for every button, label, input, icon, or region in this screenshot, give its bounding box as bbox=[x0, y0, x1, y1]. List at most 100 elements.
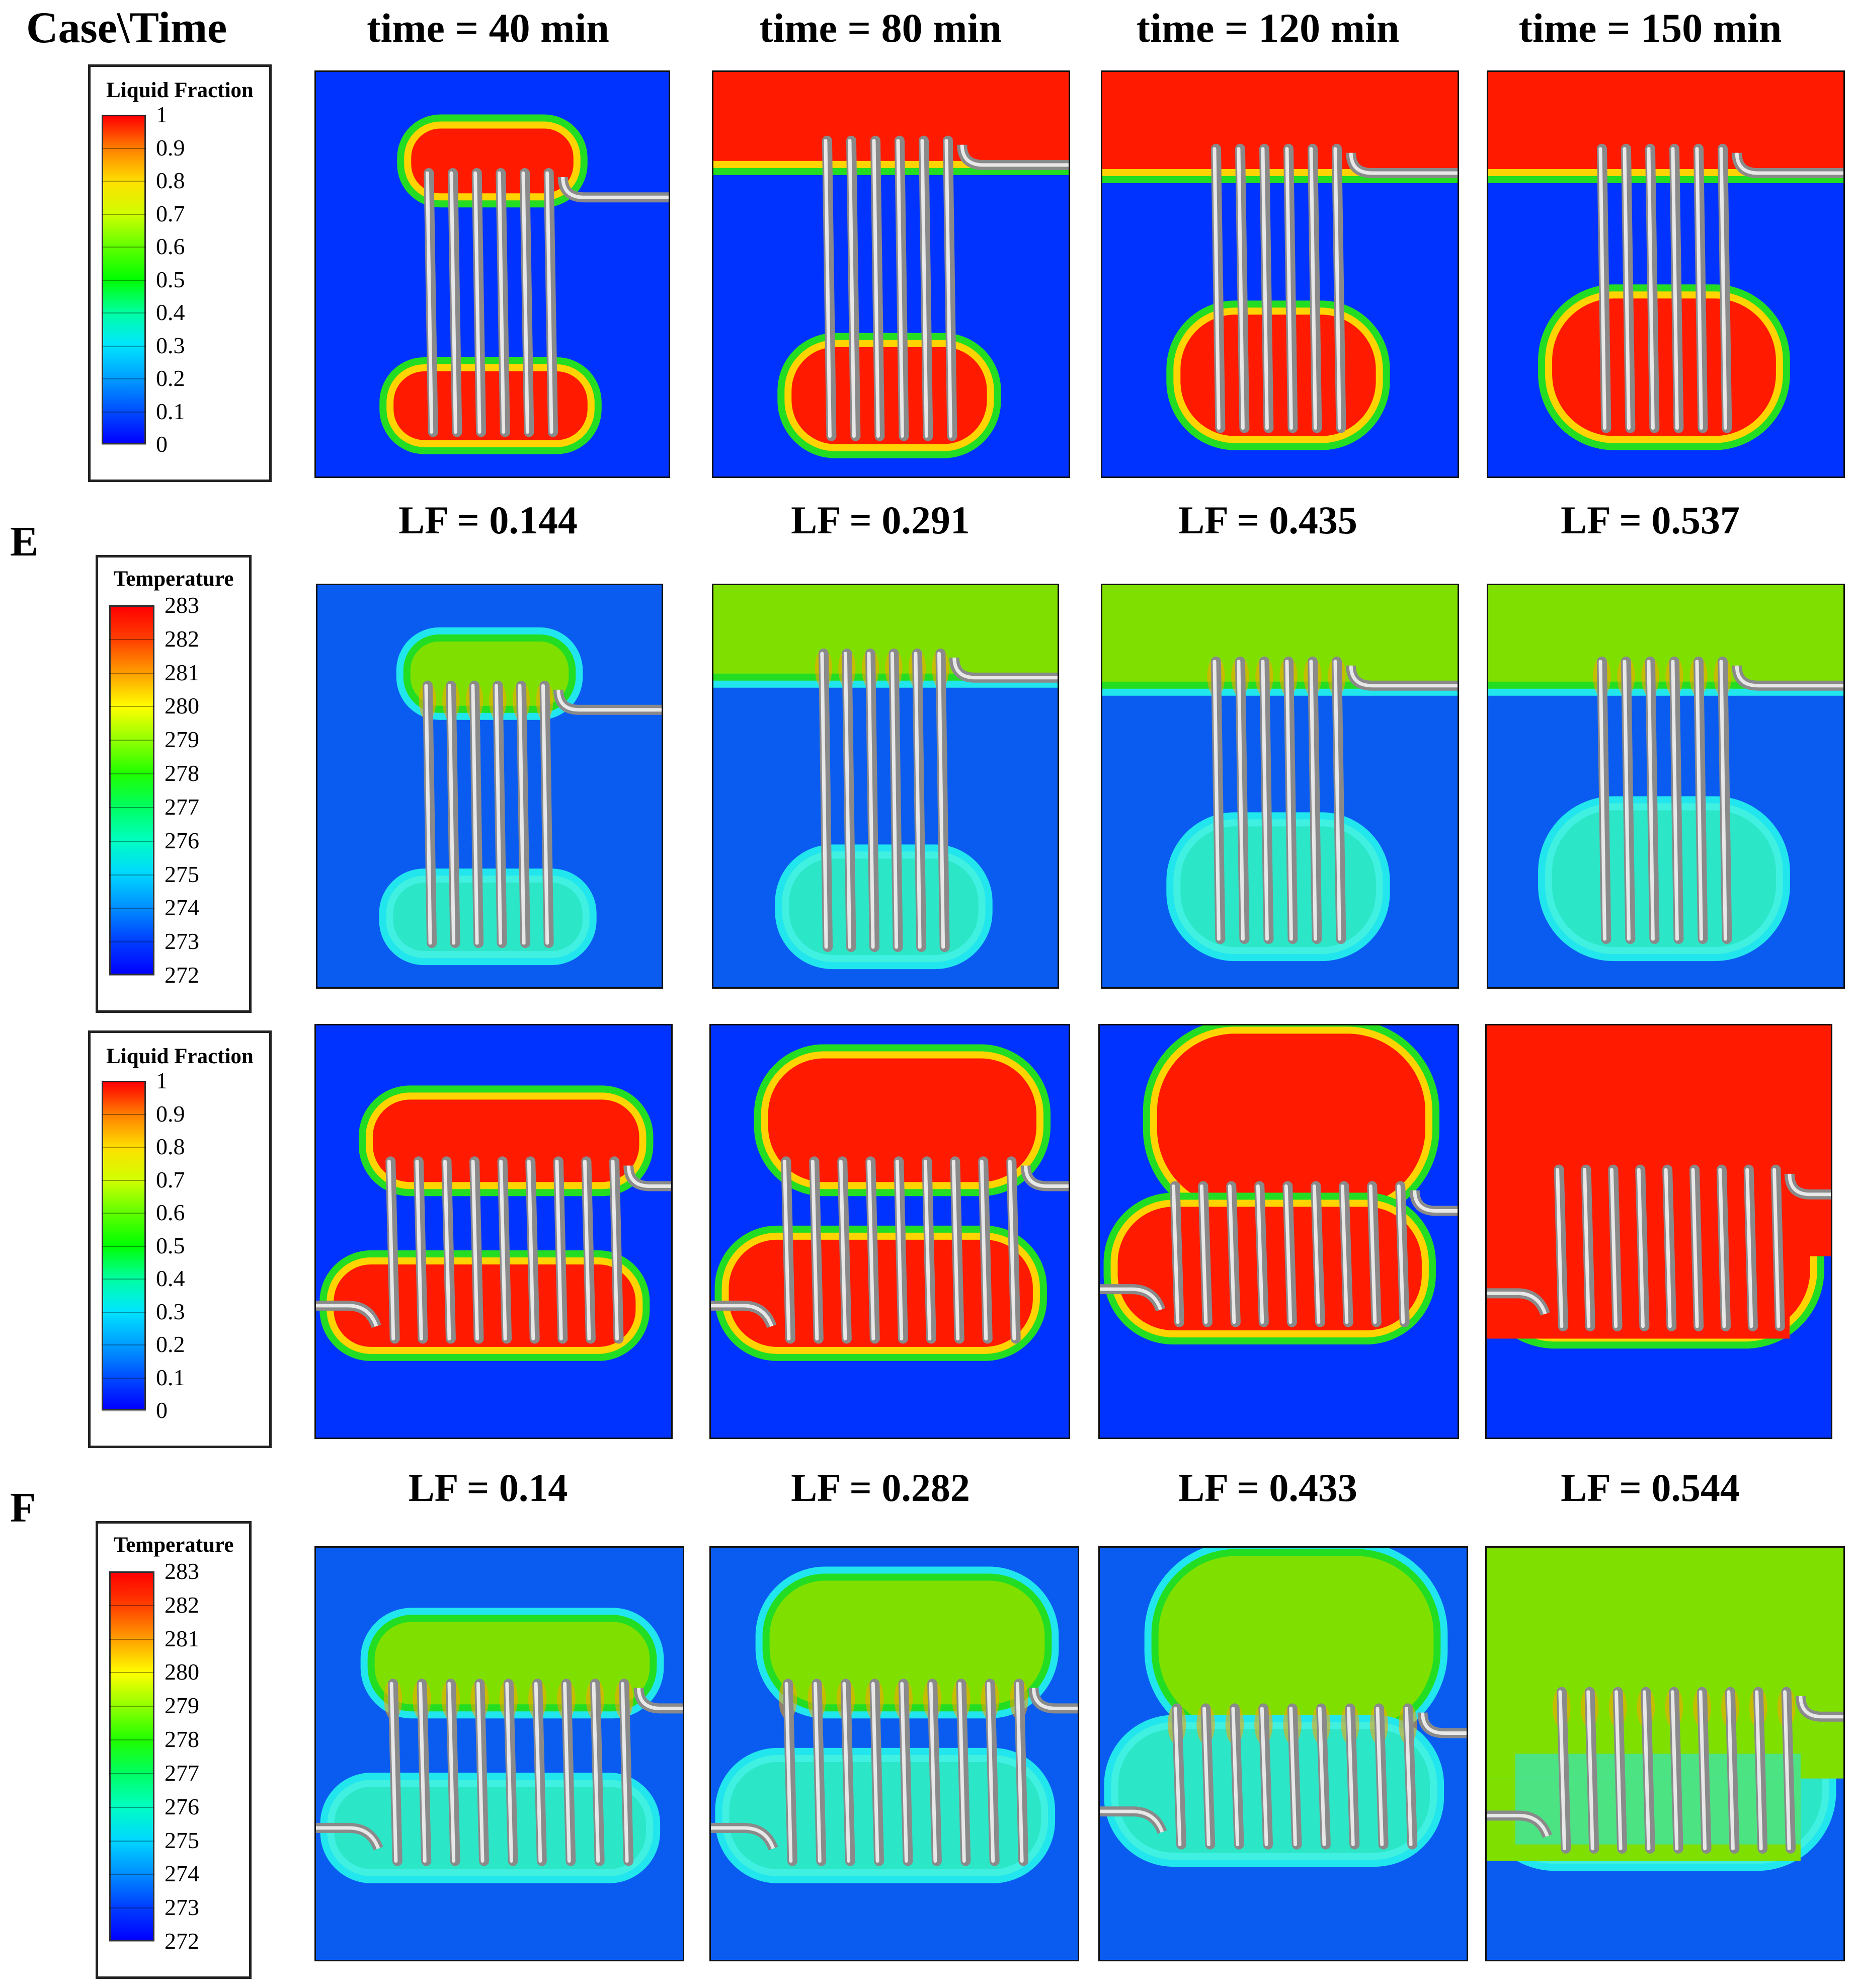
legend-tick bbox=[102, 345, 146, 347]
outlet-pipe-highlight bbox=[1349, 665, 1458, 688]
tube-highlight bbox=[1647, 147, 1655, 430]
legend-colorbar bbox=[109, 1571, 154, 1941]
tube-highlight bbox=[424, 684, 432, 945]
legend-tick bbox=[109, 807, 154, 808]
legend-level: 0.5 bbox=[156, 1232, 185, 1258]
melt-region-bottom bbox=[1552, 298, 1776, 436]
tube-highlight bbox=[1718, 1168, 1726, 1328]
inlet-pipe-highlight bbox=[711, 1826, 775, 1850]
tube-highlight bbox=[1727, 1690, 1735, 1851]
legend-tick bbox=[109, 1941, 154, 1942]
lf-f-4: LF = 0.544 bbox=[1561, 1466, 1740, 1509]
legend-level: 280 bbox=[165, 693, 199, 719]
tube-highlight bbox=[1285, 660, 1293, 941]
outlet-pipe-highlight bbox=[1032, 1688, 1078, 1710]
tube-highlight bbox=[1202, 1706, 1211, 1847]
tube-highlight bbox=[425, 171, 434, 434]
melt-region-top bbox=[1102, 72, 1458, 169]
legend-level: 0.3 bbox=[156, 332, 185, 358]
melt-region-top bbox=[769, 1580, 1045, 1705]
melt-region-top bbox=[768, 1058, 1037, 1182]
contour-e-lf-80min bbox=[712, 70, 1070, 478]
tube-highlight bbox=[1237, 147, 1245, 430]
legend-level: 274 bbox=[165, 895, 199, 921]
lf-f-3: LF = 0.433 bbox=[1178, 1466, 1357, 1509]
legend-level: 0.4 bbox=[156, 299, 185, 325]
outlet-pipe-highlight bbox=[556, 689, 662, 712]
legend-level: 283 bbox=[165, 1558, 199, 1584]
tube-highlight bbox=[980, 1159, 988, 1340]
tube-highlight bbox=[1691, 1168, 1699, 1328]
legend-level: 277 bbox=[165, 1760, 199, 1786]
contour-e-temp-120min bbox=[1101, 584, 1459, 989]
legend-level: 0.7 bbox=[156, 200, 185, 226]
legend-tick bbox=[102, 279, 146, 281]
legend-tick bbox=[109, 1874, 154, 1875]
outlet-pipe-highlight bbox=[637, 1688, 683, 1710]
tube-highlight bbox=[867, 652, 875, 949]
melt-region-top bbox=[713, 585, 1058, 674]
outlet-pipe-highlight bbox=[1413, 1190, 1458, 1213]
tube-highlight bbox=[1615, 1690, 1623, 1851]
legend-level: 273 bbox=[165, 928, 199, 955]
tube-highlight bbox=[1213, 660, 1221, 941]
lf-e-3: LF = 0.435 bbox=[1178, 498, 1357, 542]
legend-level: 0.4 bbox=[156, 1265, 185, 1291]
legend-level: 273 bbox=[165, 1894, 199, 1921]
inlet-pipe-highlight bbox=[1487, 1813, 1549, 1837]
tube-highlight bbox=[1333, 660, 1341, 941]
case-time-header: Case\Time bbox=[26, 4, 227, 52]
tube-highlight bbox=[1772, 1168, 1781, 1328]
tube-highlight bbox=[1318, 1706, 1326, 1847]
legend-tick bbox=[102, 1410, 146, 1411]
tube-highlight bbox=[872, 139, 880, 438]
legend-tick bbox=[109, 773, 154, 775]
legend-tick bbox=[109, 975, 154, 976]
tube-highlight bbox=[1285, 147, 1293, 430]
contour-e-temp-150min bbox=[1487, 584, 1845, 989]
legend-level: 0.3 bbox=[156, 1298, 185, 1324]
legend-level: 272 bbox=[165, 962, 199, 988]
tube-highlight bbox=[1015, 1682, 1024, 1863]
legend-tick bbox=[109, 1806, 154, 1808]
tube-highlight bbox=[611, 1159, 619, 1340]
melt-region-bottom bbox=[1180, 314, 1376, 436]
legend-level: 275 bbox=[165, 1827, 199, 1853]
tube-highlight bbox=[1404, 1706, 1413, 1847]
legend-level: 0.1 bbox=[156, 1364, 185, 1390]
legend-level: 278 bbox=[165, 760, 199, 786]
contour-e-lf-150min bbox=[1487, 70, 1845, 478]
tube-highlight bbox=[1623, 660, 1631, 941]
outlet-pipe-highlight bbox=[1421, 1712, 1467, 1735]
contour-f-temp-80min bbox=[709, 1546, 1079, 1961]
contour-f-temp-120min bbox=[1098, 1546, 1468, 1961]
legend-tick bbox=[109, 1840, 154, 1842]
legend-level: 278 bbox=[165, 1726, 199, 1753]
contour-field bbox=[1488, 72, 1843, 476]
legend-tick bbox=[102, 147, 146, 149]
legend-level: 276 bbox=[165, 1793, 199, 1819]
legend-tick bbox=[102, 181, 146, 182]
tube-highlight bbox=[620, 1682, 629, 1863]
legend-tick bbox=[109, 840, 154, 842]
legend-level: 0.9 bbox=[156, 1100, 185, 1127]
outlet-pipe-highlight bbox=[1349, 152, 1458, 175]
tube-highlight bbox=[1333, 147, 1341, 430]
tube-highlight bbox=[1783, 1690, 1791, 1851]
time-header-3: time = 120 min bbox=[1136, 5, 1400, 51]
liquid-fraction-legend-e: Liquid Fraction 1 0.9 0.8 0.7 0.6 0.5 0.4 0.3 0.… bbox=[88, 64, 272, 482]
melt-region-bottom bbox=[1552, 810, 1776, 947]
melt-region-bottom bbox=[393, 883, 583, 951]
legend-level: 0.6 bbox=[156, 1200, 185, 1225]
legend-tick bbox=[109, 1672, 154, 1674]
tube-highlight bbox=[937, 652, 945, 949]
tube-highlight bbox=[929, 1682, 937, 1863]
tube-highlight bbox=[1719, 660, 1727, 941]
tube-highlight bbox=[471, 1159, 479, 1340]
tube-highlight bbox=[447, 684, 456, 945]
inlet-pipe-highlight bbox=[711, 1304, 774, 1327]
contour-e-lf-120min bbox=[1101, 70, 1459, 478]
tube-highlight bbox=[1695, 660, 1703, 941]
legend-level: 272 bbox=[165, 1928, 199, 1954]
tube-highlight bbox=[944, 139, 952, 438]
